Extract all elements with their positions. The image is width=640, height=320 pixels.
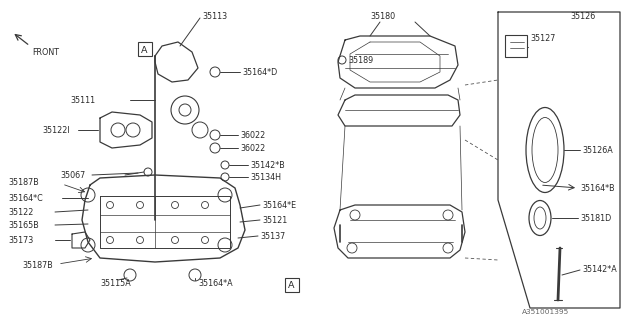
Ellipse shape	[526, 108, 564, 193]
FancyBboxPatch shape	[285, 278, 299, 292]
FancyBboxPatch shape	[138, 42, 152, 56]
Text: 35173: 35173	[8, 236, 33, 244]
Text: 35189: 35189	[348, 55, 373, 65]
Text: 35187B: 35187B	[8, 178, 39, 187]
Text: 35164*A: 35164*A	[198, 279, 232, 289]
Text: A351001395: A351001395	[522, 309, 569, 315]
Text: 35067: 35067	[60, 171, 85, 180]
FancyBboxPatch shape	[505, 35, 527, 57]
Text: 35111: 35111	[70, 95, 95, 105]
Text: 35113: 35113	[202, 12, 227, 20]
Text: 35187B: 35187B	[22, 260, 52, 269]
Text: 35164*E: 35164*E	[262, 201, 296, 210]
Text: 35180: 35180	[370, 12, 395, 20]
Text: 35122: 35122	[8, 207, 33, 217]
Text: 35126A: 35126A	[582, 146, 612, 155]
Text: 35126: 35126	[570, 12, 595, 20]
Text: A: A	[141, 45, 147, 54]
Text: 35127: 35127	[530, 34, 556, 43]
Text: 35122I: 35122I	[42, 125, 70, 134]
Text: 36022: 36022	[240, 131, 265, 140]
Text: 35164*C: 35164*C	[8, 194, 43, 203]
Text: 36022: 36022	[240, 143, 265, 153]
Text: FRONT: FRONT	[32, 47, 59, 57]
Ellipse shape	[529, 201, 551, 236]
Text: 35134H: 35134H	[250, 172, 281, 181]
Text: A: A	[288, 282, 294, 291]
Text: 35181D: 35181D	[580, 213, 611, 222]
Ellipse shape	[532, 117, 558, 182]
Text: 35142*A: 35142*A	[582, 266, 617, 275]
Text: 35165B: 35165B	[8, 220, 39, 229]
Text: 35121: 35121	[262, 215, 287, 225]
Text: 35164*D: 35164*D	[242, 68, 277, 76]
Ellipse shape	[534, 207, 546, 229]
Text: 35137: 35137	[260, 231, 285, 241]
Text: 35115A: 35115A	[100, 279, 131, 289]
Text: 35164*B: 35164*B	[580, 183, 614, 193]
Text: 35142*B: 35142*B	[250, 161, 285, 170]
